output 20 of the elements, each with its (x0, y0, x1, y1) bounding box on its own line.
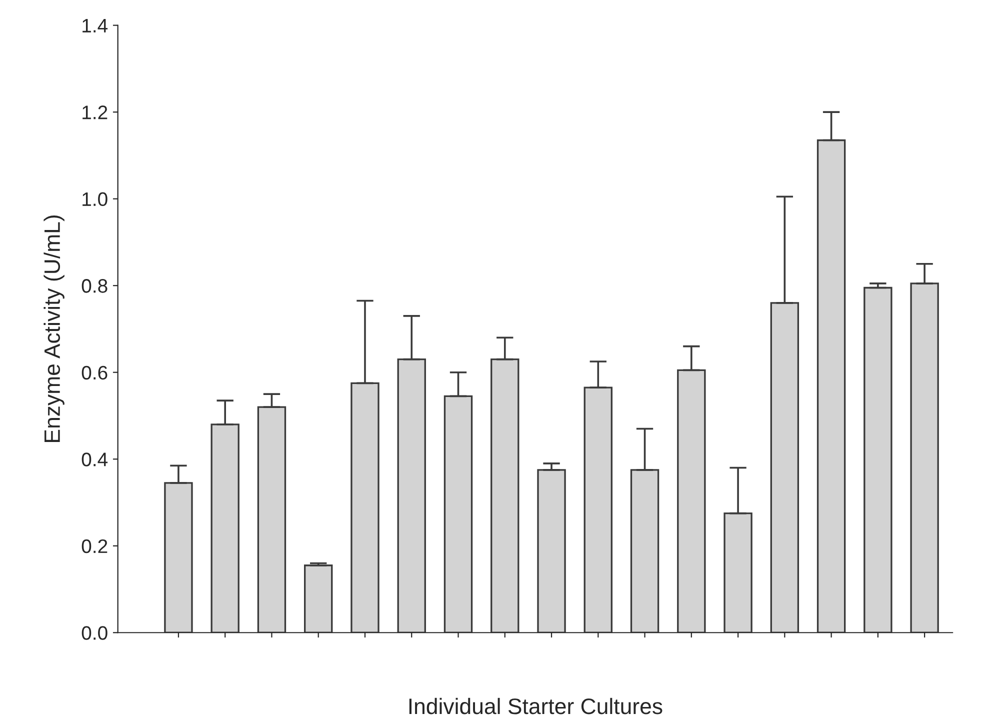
x-axis-title: Individual Starter Cultures (409, 698, 662, 714)
y-tick-label: 1.0 (82, 192, 108, 206)
y-tick-label: 1.4 (82, 18, 108, 32)
bar (304, 564, 333, 633)
bar (770, 302, 800, 633)
y-tick-label: 0.0 (82, 626, 108, 640)
y-axis-title: Enzyme Activity (U/mL) (44, 216, 64, 442)
y-tick-label: 0.2 (82, 539, 108, 554)
y-tick-label: 1.2 (82, 106, 108, 120)
bar (210, 424, 240, 633)
y-tick-label: 0.8 (82, 279, 108, 293)
bar (164, 482, 193, 633)
bar (537, 469, 566, 633)
bar (257, 406, 286, 633)
bar (910, 282, 939, 633)
y-tick-label: 0.4 (82, 452, 108, 466)
bar (864, 286, 892, 633)
bar (584, 386, 612, 633)
bar (630, 469, 660, 633)
y-tick-label: 0.6 (82, 366, 108, 380)
